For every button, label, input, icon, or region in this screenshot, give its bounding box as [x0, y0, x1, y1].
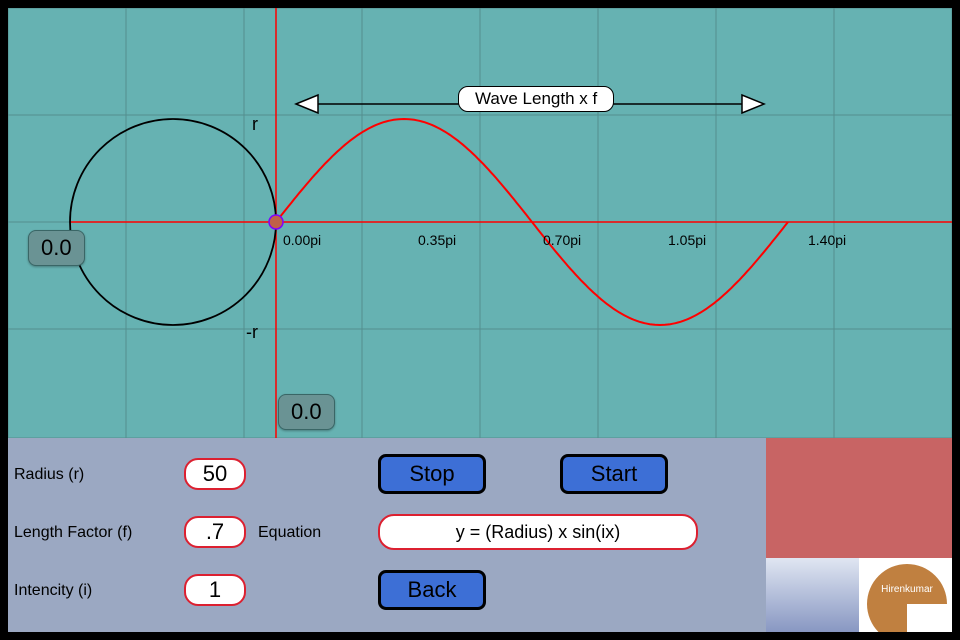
xtick-1: 0.35pi	[418, 232, 456, 248]
axis-label-minus-r: -r	[246, 322, 258, 343]
stop-button[interactable]: Stop	[378, 454, 486, 494]
intencity-label: Intencity (i)	[14, 582, 92, 600]
app-frame: r -r 0.00pi 0.35pi 0.70pi 1.05pi 1.40pi …	[8, 8, 952, 632]
xtick-2: 0.70pi	[543, 232, 581, 248]
wave-length-label: Wave Length x f	[458, 86, 614, 112]
logo-area: Hirenkumar	[766, 438, 952, 632]
xtick-0: 0.00pi	[283, 232, 321, 248]
equation-label: Equation	[258, 524, 321, 542]
logo-top-block	[766, 438, 952, 558]
equation-box: y = (Radius) x sin(ix)	[378, 514, 698, 550]
y-value-badge: 0.0	[28, 230, 85, 266]
chart-svg	[8, 8, 952, 438]
logo-gradient-block	[766, 558, 859, 632]
back-button[interactable]: Back	[378, 570, 486, 610]
start-button[interactable]: Start	[560, 454, 668, 494]
pacman-icon: Hirenkumar	[867, 564, 947, 632]
x-value-badge: 0.0	[278, 394, 335, 430]
length-factor-input[interactable]: .7	[184, 516, 246, 548]
radius-input[interactable]: 50	[184, 458, 246, 490]
intencity-input[interactable]: 1	[184, 574, 246, 606]
logo-name: Hirenkumar	[867, 584, 947, 595]
radius-label: Radius (r)	[14, 466, 84, 484]
length-factor-label: Length Factor (f)	[14, 524, 132, 542]
axis-label-r: r	[252, 114, 258, 135]
xtick-4: 1.40pi	[808, 232, 846, 248]
logo-pacman-block: Hirenkumar	[859, 558, 952, 632]
xtick-3: 1.05pi	[668, 232, 706, 248]
chart-area: r -r 0.00pi 0.35pi 0.70pi 1.05pi 1.40pi …	[8, 8, 952, 438]
